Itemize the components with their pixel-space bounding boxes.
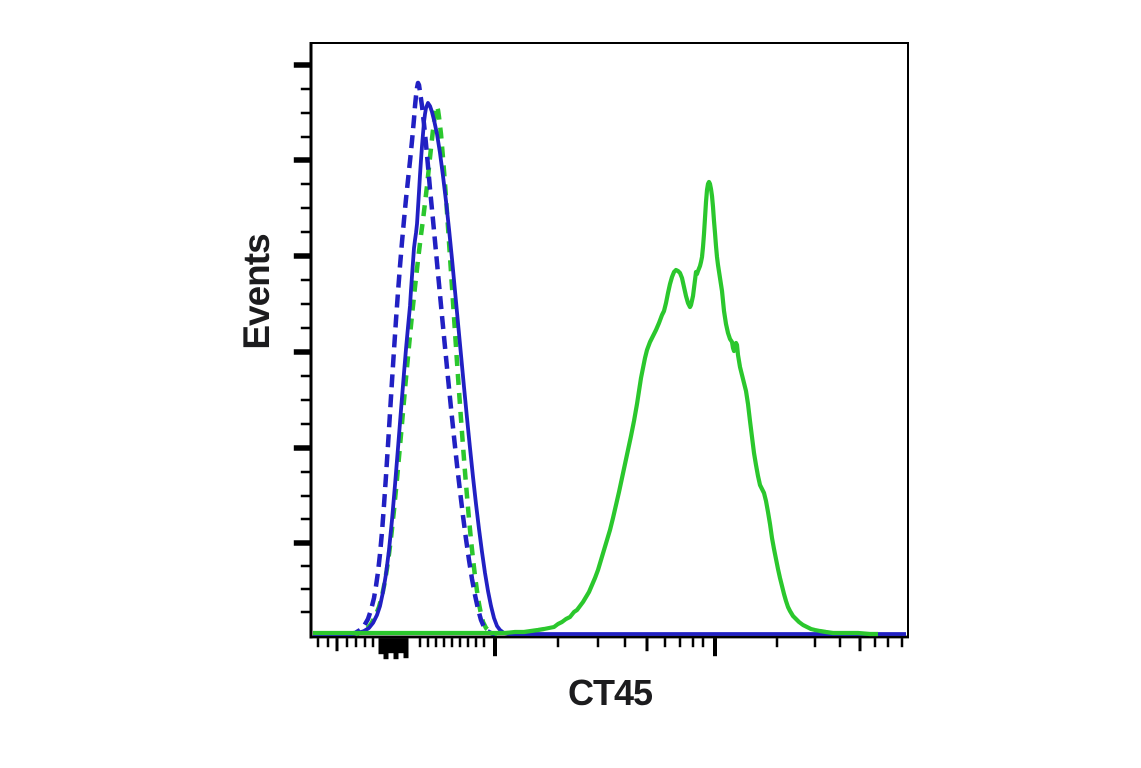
series-blue-solid-negative — [313, 101, 906, 636]
series-green-dashed-control — [355, 103, 498, 637]
x-axis-label: CT45 — [567, 672, 653, 713]
series-green-solid-positive — [313, 179, 878, 637]
series-blue-dashed-control — [347, 80, 496, 637]
y-axis-label: Events — [236, 234, 277, 350]
